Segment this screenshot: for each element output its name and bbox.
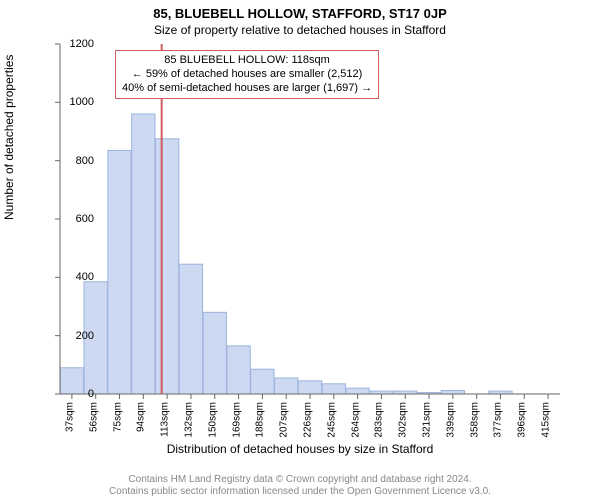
x-tick-label: 150sqm xyxy=(207,402,218,438)
y-tick-label: 800 xyxy=(44,155,94,167)
x-axis-label: Distribution of detached houses by size … xyxy=(0,442,600,456)
x-tick-label: 75sqm xyxy=(112,402,123,432)
page-title: 85, BLUEBELL HOLLOW, STAFFORD, ST17 0JP xyxy=(0,0,600,21)
y-tick-label: 600 xyxy=(44,213,94,225)
x-tick-label: 132sqm xyxy=(183,402,194,438)
x-tick-label: 188sqm xyxy=(255,402,266,438)
annotation-line: 40% of semi-detached houses are larger (… xyxy=(122,82,372,96)
y-tick-label: 1200 xyxy=(44,38,94,50)
y-axis-label: Number of detached properties xyxy=(2,55,16,220)
x-tick-label: 415sqm xyxy=(541,402,552,438)
x-tick-label: 377sqm xyxy=(493,402,504,438)
x-tick-label: 321sqm xyxy=(422,402,433,438)
x-tick-label: 339sqm xyxy=(445,402,456,438)
annotation-box: 85 BLUEBELL HOLLOW: 118sqm ← 59% of deta… xyxy=(115,50,379,99)
footer: Contains HM Land Registry data © Crown c… xyxy=(0,474,600,498)
y-tick-label: 1000 xyxy=(44,96,94,108)
footer-line: Contains HM Land Registry data © Crown c… xyxy=(0,474,600,486)
x-tick-label: 113sqm xyxy=(160,402,171,437)
x-tick-label: 302sqm xyxy=(398,402,409,438)
x-tick-label: 169sqm xyxy=(231,402,242,438)
footer-line: Contains public sector information licen… xyxy=(0,486,600,498)
x-tick-label: 94sqm xyxy=(136,402,147,432)
y-tick-label: 400 xyxy=(44,271,94,283)
x-tick-label: 245sqm xyxy=(326,402,337,438)
chart-container: 85, BLUEBELL HOLLOW, STAFFORD, ST17 0JP … xyxy=(0,0,600,500)
x-tick-label: 283sqm xyxy=(374,402,385,438)
annotation-line: ← 59% of detached houses are smaller (2,… xyxy=(122,68,372,82)
x-tick-label: 358sqm xyxy=(469,402,480,438)
x-tick-label: 396sqm xyxy=(517,402,528,438)
x-tick-label: 226sqm xyxy=(303,402,314,438)
page-subtitle: Size of property relative to detached ho… xyxy=(0,21,600,37)
annotation-line: 85 BLUEBELL HOLLOW: 118sqm xyxy=(122,54,372,68)
y-tick-label: 0 xyxy=(44,388,94,400)
x-tick-label: 207sqm xyxy=(279,402,290,438)
x-tick-label: 264sqm xyxy=(350,402,361,438)
x-tick-label: 56sqm xyxy=(88,402,99,432)
x-tick-label: 37sqm xyxy=(64,402,75,432)
y-tick-label: 200 xyxy=(44,330,94,342)
